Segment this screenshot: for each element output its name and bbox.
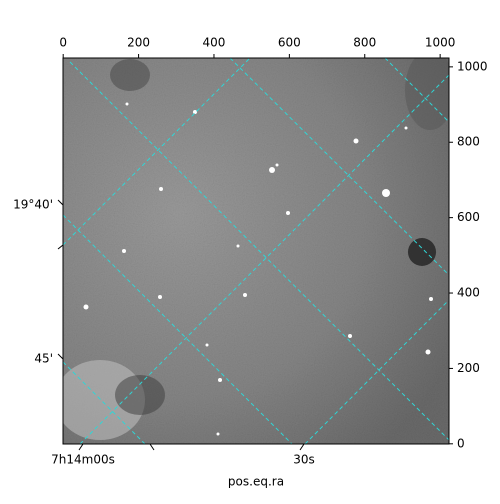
y-tick-label: 0: [457, 436, 465, 450]
dec-tick-label: 19°40': [13, 198, 53, 212]
wcs-ticks: [57, 199, 305, 451]
x-tick-label: 400: [203, 36, 226, 50]
y-tick-label: 600: [457, 210, 480, 224]
frame: [62, 57, 450, 445]
wcs-grid: [63, 58, 449, 444]
ra-tick-label: 30s: [293, 453, 315, 467]
dec-tick-label: 45': [34, 352, 53, 366]
x-axis-label: pos.eq.ra: [228, 475, 284, 489]
x-tick-label: 0: [59, 36, 67, 50]
y-tick-label: 1000: [457, 59, 488, 73]
sky-image: [63, 58, 449, 444]
y-tick-label: 200: [457, 361, 480, 375]
x-tick-label: 1000: [425, 36, 456, 50]
ra-tick-label: 7h14m00s: [51, 453, 115, 467]
x-tick-label: 600: [278, 36, 301, 50]
y-tick-label: 400: [457, 286, 480, 300]
y-tick-label: 800: [457, 135, 480, 149]
x-tick-label: 200: [127, 36, 150, 50]
x-tick-label: 800: [353, 36, 376, 50]
